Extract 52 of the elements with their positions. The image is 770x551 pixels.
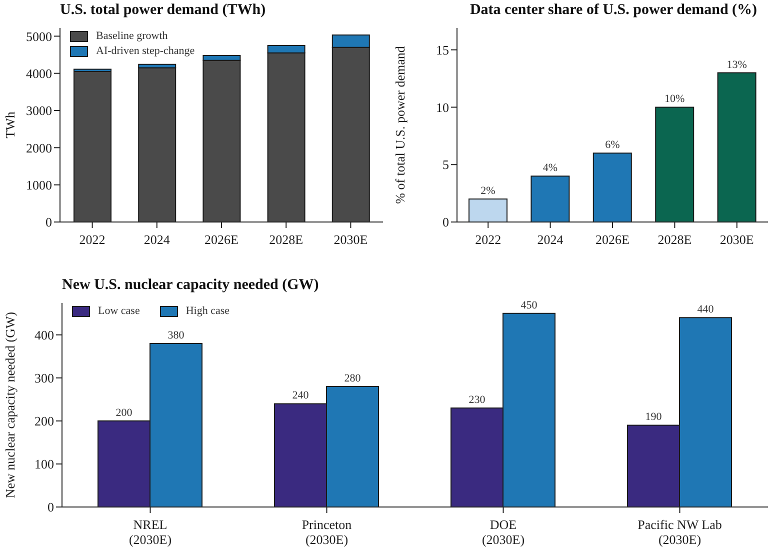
x-tick-label: 2022 <box>79 232 106 247</box>
x-tick-label: DOE (2030E) <box>482 517 525 547</box>
chart-title: New U.S. nuclear capacity needed (GW) <box>62 277 320 294</box>
legend-label: Low case <box>98 305 140 317</box>
legend-label: Baseline growth <box>96 30 168 42</box>
x-tick-label: 2026E <box>596 232 630 247</box>
x-tick-label: 2024 <box>144 232 170 247</box>
x-tick-label: 2028E <box>658 232 692 247</box>
chart-title: Data center share of U.S. power demand (%) <box>468 2 758 19</box>
data-label: 440 <box>697 304 714 316</box>
x-tick-label: Pacific NW Lab (2030E) <box>638 517 722 547</box>
y-tick-label: 4000 <box>26 66 52 81</box>
y-tick-label: 0 <box>48 500 54 515</box>
y-tick-label: 1000 <box>26 177 52 192</box>
data-label: 10% <box>664 93 685 106</box>
y-tick-label: 2000 <box>26 140 52 156</box>
legend-label: High case <box>186 305 230 317</box>
data-label: 6% <box>605 139 620 152</box>
y-axis-title: New nuclear capacity needed (GW) <box>2 312 18 498</box>
y-tick-label: 5 <box>442 157 449 172</box>
x-tick-label: 2030E <box>334 232 368 247</box>
y-tick-label: 3000 <box>26 103 52 118</box>
y-tick-label: 0 <box>46 214 52 230</box>
data-label: 280 <box>344 372 362 384</box>
x-tick-label: 2030E <box>720 232 754 247</box>
data-label: 190 <box>645 411 662 424</box>
data-label: 4% <box>542 162 558 174</box>
y-tick-label: 15 <box>436 42 449 58</box>
y-tick-label: 200 <box>34 414 54 429</box>
x-tick-label: 2024 <box>537 232 564 247</box>
data-label: 230 <box>468 394 486 406</box>
y-tick-label: 400 <box>34 327 54 342</box>
x-tick-label: 2022 <box>475 232 502 247</box>
data-label: 450 <box>520 299 538 312</box>
data-label: 13% <box>726 58 747 71</box>
y-axis-title: TWh <box>2 111 18 138</box>
legend-label: AI-driven step-change <box>96 45 195 57</box>
chart-title: U.S. total power demand (TWh) <box>60 2 267 19</box>
data-label: 240 <box>292 390 310 402</box>
data-label: 200 <box>116 406 133 419</box>
y-tick-label: 5000 <box>26 28 52 44</box>
y-tick-label: 10 <box>436 100 449 115</box>
data-label: 380 <box>168 329 185 342</box>
y-tick-label: 0 <box>442 214 449 230</box>
data-label: 2% <box>480 185 496 198</box>
x-tick-label: 2028E <box>269 232 304 247</box>
y-tick-label: 100 <box>34 456 54 472</box>
x-tick-label: 2026E <box>204 232 239 247</box>
y-axis-title: % of total U.S. power demand <box>392 46 408 204</box>
x-tick-label: Princeton (2030E) <box>302 517 352 547</box>
y-tick-label: 300 <box>34 370 54 386</box>
x-tick-label: NREL (2030E) <box>128 517 172 547</box>
